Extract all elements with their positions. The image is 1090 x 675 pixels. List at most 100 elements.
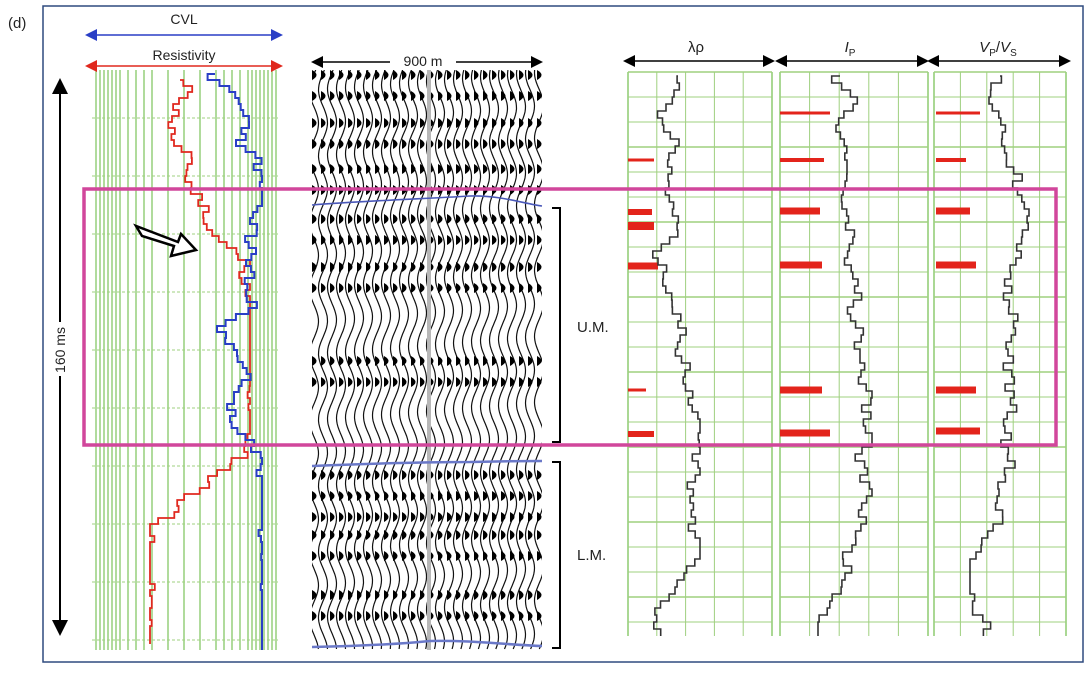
- seismic-trace-peak: [312, 164, 317, 174]
- seismic-trace-peak: [411, 530, 416, 540]
- seismic-trace-peak: [438, 611, 443, 621]
- seismic-trace-peak: [312, 235, 317, 245]
- seismic-trace-peak: [393, 214, 398, 224]
- seismic-trace-peak: [483, 262, 488, 272]
- distance-label-bg: [390, 52, 456, 70]
- track-red-marker: [628, 222, 654, 230]
- upper-zone-label: U.M.: [577, 319, 609, 336]
- seismic-trace: [326, 70, 338, 650]
- seismic-trace-peak: [357, 283, 362, 293]
- seismic-trace-peak: [465, 512, 470, 522]
- seismic-trace-peak: [339, 262, 344, 272]
- seismic-trace-peak: [393, 590, 398, 600]
- seismic-trace-peak: [510, 470, 515, 480]
- seismic-trace-peak: [537, 551, 542, 561]
- seismic-trace-peak: [402, 377, 407, 387]
- seismic-trace-peak: [420, 611, 425, 621]
- seismic-trace-peak: [330, 377, 335, 387]
- seismic-trace-peak: [492, 262, 497, 272]
- seismic-trace-peak: [519, 491, 524, 501]
- track-red-marker: [936, 427, 980, 435]
- seismic-trace-peak: [519, 70, 524, 80]
- seismic-trace-peak: [402, 139, 407, 149]
- seismic-trace-peak: [537, 164, 542, 174]
- seismic-trace-peak: [393, 356, 398, 366]
- seismic-trace-peak: [384, 491, 389, 501]
- seismic-trace-peak: [366, 235, 371, 245]
- seismic-trace-peak: [357, 491, 362, 501]
- seismic-trace-peak: [384, 70, 389, 80]
- track-red-marker: [936, 158, 966, 162]
- seismic-trace-peak: [402, 262, 407, 272]
- seismic-trace-peak: [474, 283, 479, 293]
- seismic-trace-peak: [465, 356, 470, 366]
- seismic-trace-peak: [465, 235, 470, 245]
- bottom-horizon-line: [311, 639, 543, 649]
- seismic-trace-peak: [321, 214, 326, 224]
- seismic-trace-peak: [438, 262, 443, 272]
- seismic-trace-peak: [393, 377, 398, 387]
- seismic-trace-peak: [501, 377, 506, 387]
- seismic-trace-peak: [357, 356, 362, 366]
- seismic-trace-peak: [447, 611, 452, 621]
- seismic-trace-peak: [375, 551, 380, 561]
- seismic-trace-peak: [420, 139, 425, 149]
- seismic-trace-peak: [438, 590, 443, 600]
- seismic-trace-peak: [519, 470, 524, 480]
- seismic-trace-peak: [438, 235, 443, 245]
- seismic-trace-peak: [483, 470, 488, 480]
- seismic-trace-peak: [366, 512, 371, 522]
- seismic-trace-peak: [366, 283, 371, 293]
- seismic-trace-peak: [528, 139, 533, 149]
- seismic-trace-peak: [501, 530, 506, 540]
- seismic-trace-peak: [501, 356, 506, 366]
- seismic-trace-peak: [492, 470, 497, 480]
- seismic-trace-peak: [447, 512, 452, 522]
- seismic-trace-peak: [312, 118, 317, 128]
- seismic-trace-peak: [366, 139, 371, 149]
- seismic-trace-peak: [312, 470, 317, 480]
- seismic-trace-peak: [447, 551, 452, 561]
- seismic-trace-peak: [321, 590, 326, 600]
- seismic-trace-peak: [384, 118, 389, 128]
- seismic-trace-peak: [330, 470, 335, 480]
- seismic-trace-peak: [330, 235, 335, 245]
- seismic-trace-peak: [501, 70, 506, 80]
- seismic-trace-peak: [474, 377, 479, 387]
- seismic-trace-peak: [438, 512, 443, 522]
- seismic-trace-peak: [510, 164, 515, 174]
- attribute-track-markers: [628, 111, 980, 437]
- seismic-trace-peak: [456, 164, 461, 174]
- seismic-trace-peak: [312, 377, 317, 387]
- seismic-trace-peak: [330, 611, 335, 621]
- seismic-trace-peak: [321, 530, 326, 540]
- seismic-trace-peak: [447, 118, 452, 128]
- seismic-trace-peak: [357, 235, 362, 245]
- seismic-trace-peak: [339, 235, 344, 245]
- seismic-trace-peak: [447, 356, 452, 366]
- top-horizon-line: [311, 195, 543, 207]
- seismic-trace-peak: [510, 91, 515, 101]
- seismic-trace-peak: [375, 118, 380, 128]
- attribute-track-grids: [627, 71, 1067, 636]
- seismic-trace-peak: [501, 611, 506, 621]
- seismic-trace-peak: [330, 70, 335, 80]
- track-red-marker: [936, 207, 970, 215]
- seismic-trace-peak: [411, 235, 416, 245]
- vpvs-label-num-sub: P: [989, 48, 996, 59]
- seismic-trace-peak: [501, 283, 506, 293]
- seismic-trace-peak: [501, 118, 506, 128]
- seismic-trace-peak: [492, 70, 497, 80]
- seismic-trace-peak: [339, 283, 344, 293]
- seismic-trace-peak: [366, 470, 371, 480]
- seismic-trace-peak: [447, 235, 452, 245]
- seismic-trace-peak: [420, 551, 425, 561]
- seismic-trace-peak: [420, 590, 425, 600]
- seismic-trace-peak: [312, 356, 317, 366]
- seismic-trace-peak: [510, 530, 515, 540]
- seismic-trace-peak: [366, 590, 371, 600]
- seismic-trace-peak: [447, 470, 452, 480]
- seismic-trace-peak: [492, 491, 497, 501]
- seismic-trace-peak: [510, 262, 515, 272]
